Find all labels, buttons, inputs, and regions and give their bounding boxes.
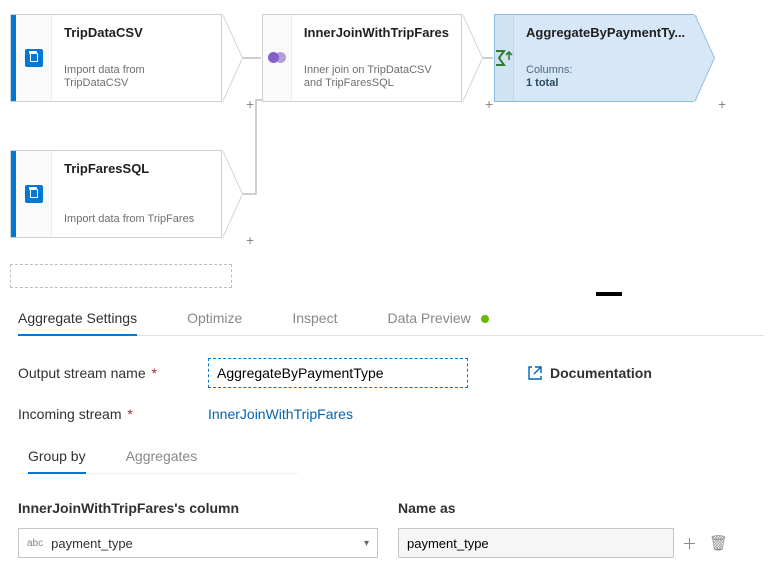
settings-panel: Aggregate Settings Optimize Inspect Data… bbox=[0, 306, 782, 558]
node-chevron bbox=[694, 14, 714, 102]
node-subtitle: Import data from TripDataCSV bbox=[64, 64, 209, 92]
tab-inspect[interactable]: Inspect bbox=[292, 306, 337, 335]
required-marker: * bbox=[123, 406, 132, 422]
node-chevron bbox=[222, 14, 242, 102]
nameas-input[interactable] bbox=[398, 528, 674, 558]
node-subtitle: Inner join on TripDataCSV and TripFaresS… bbox=[304, 64, 449, 92]
tab-aggregate-settings[interactable]: Aggregate Settings bbox=[18, 306, 137, 336]
source-icon bbox=[16, 15, 52, 101]
documentation-link[interactable]: Documentation bbox=[528, 365, 652, 381]
subtab-aggregates[interactable]: Aggregates bbox=[126, 448, 198, 473]
incoming-stream-label: Incoming stream * bbox=[18, 406, 208, 422]
panel-drag-handle[interactable] bbox=[596, 292, 622, 296]
incoming-stream-text: Incoming stream bbox=[18, 406, 121, 422]
node-tripfaressql[interactable]: TripFaresSQL Import data from TripFares bbox=[10, 150, 222, 238]
chevron-down-icon: ▾ bbox=[364, 538, 369, 549]
panel-tabs: Aggregate Settings Optimize Inspect Data… bbox=[18, 306, 764, 336]
groupby-column-header: InnerJoinWithTripFares's column bbox=[18, 500, 378, 516]
external-link-icon bbox=[528, 366, 542, 380]
tab-data-preview-label: Data Preview bbox=[387, 310, 470, 326]
documentation-label: Documentation bbox=[550, 365, 652, 381]
source-icon bbox=[16, 151, 52, 237]
dropdown-value: payment_type bbox=[51, 536, 133, 551]
required-marker: * bbox=[148, 365, 157, 381]
tab-optimize[interactable]: Optimize bbox=[187, 306, 242, 335]
node-chevron bbox=[222, 150, 242, 238]
node-title: TripDataCSV bbox=[64, 25, 209, 40]
node-subline2: 1 total bbox=[526, 77, 685, 91]
add-branch-button[interactable]: + bbox=[246, 232, 254, 248]
node-subline1: Columns: bbox=[526, 64, 685, 78]
groupby-column-dropdown[interactable]: abc payment_type ▾ bbox=[18, 528, 378, 558]
aggregate-icon bbox=[495, 15, 514, 101]
node-title: InnerJoinWithTripFares bbox=[304, 25, 449, 40]
aggregate-subtabs: Group by Aggregates bbox=[18, 448, 298, 474]
output-stream-name-label: Output stream name * bbox=[18, 365, 208, 381]
output-stream-name-text: Output stream name bbox=[18, 365, 146, 381]
node-title: AggregateByPaymentTy... bbox=[526, 25, 685, 40]
delete-row-button[interactable]: 🗑 bbox=[709, 534, 728, 552]
dataflow-canvas[interactable]: TripDataCSV Import data from TripDataCSV… bbox=[0, 0, 782, 260]
node-aggregate[interactable]: AggregateByPaymentTy... Columns: 1 total bbox=[494, 14, 694, 102]
node-innerjoin[interactable]: InnerJoinWithTripFares Inner join on Tri… bbox=[262, 14, 462, 102]
type-badge: abc bbox=[27, 538, 43, 549]
output-stream-name-input[interactable] bbox=[208, 358, 468, 388]
incoming-stream-link[interactable]: InnerJoinWithTripFares bbox=[208, 406, 353, 422]
add-branch-button[interactable]: + bbox=[246, 96, 254, 112]
node-chevron bbox=[462, 14, 482, 102]
nameas-header: Name as bbox=[398, 500, 728, 516]
add-source-placeholder[interactable] bbox=[10, 264, 232, 288]
node-tripdatacsv[interactable]: TripDataCSV Import data from TripDataCSV bbox=[10, 14, 222, 102]
add-row-button[interactable]: ＋ bbox=[682, 533, 697, 554]
add-branch-button[interactable]: + bbox=[718, 96, 726, 112]
preview-status-dot bbox=[481, 315, 489, 323]
tab-data-preview[interactable]: Data Preview bbox=[387, 306, 488, 335]
join-icon bbox=[263, 15, 292, 101]
add-branch-button[interactable]: + bbox=[485, 96, 493, 112]
subtab-groupby[interactable]: Group by bbox=[28, 448, 86, 474]
node-title: TripFaresSQL bbox=[64, 161, 209, 176]
node-subtitle: Import data from TripFares bbox=[64, 213, 209, 227]
